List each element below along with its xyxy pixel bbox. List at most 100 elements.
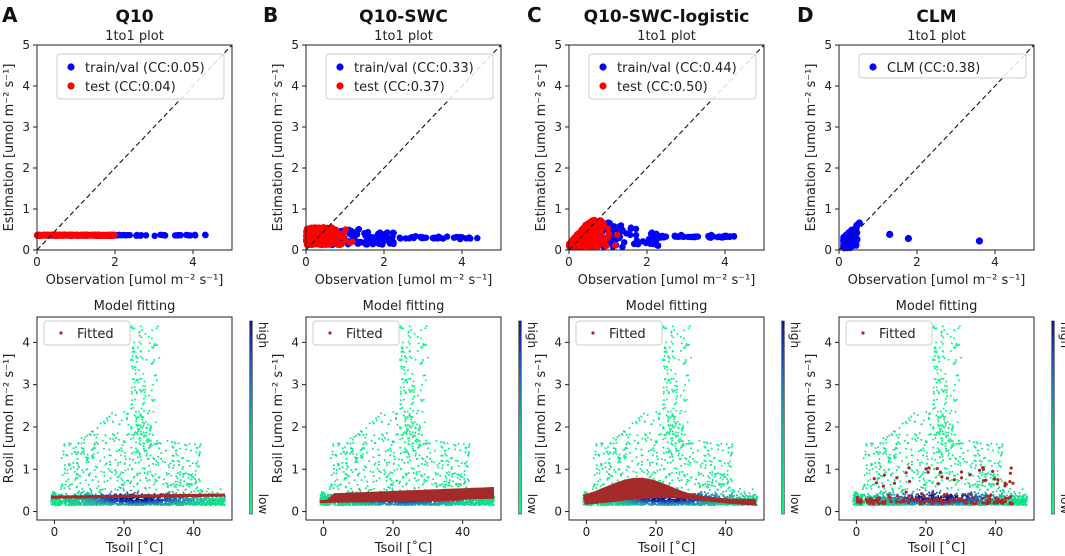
observation-point [173,485,176,488]
observation-point [112,503,115,506]
observation-point [185,459,188,462]
observation-point [146,479,149,482]
observation-point [123,451,126,454]
train-point [363,230,370,237]
y-tick-label: 0 [22,243,30,257]
test-point [331,236,338,243]
observation-point [110,490,113,493]
observation-point [154,481,157,484]
observation-point [154,473,157,476]
test-point [574,230,581,238]
subplot-title: 1to1 plot [907,29,966,44]
observation-point [411,389,414,392]
observation-point [137,503,140,506]
observation-point [179,502,182,504]
observation-point [373,434,376,437]
x-tick-label: 0 [302,255,310,269]
observation-point [153,483,155,486]
observation-point [179,484,182,487]
observation-point [146,458,149,460]
observation-point [160,458,163,460]
observation-point [182,475,185,478]
observation-point [141,499,144,502]
observation-point [90,491,93,494]
observation-point [145,454,148,457]
observation-point [407,369,409,372]
observation-point [164,501,167,503]
train-point [630,240,638,247]
legend-marker [67,63,75,71]
observation-point [133,341,136,344]
observation-point [72,504,75,507]
observation-point [111,499,114,502]
x-tick-label: 2 [643,255,651,269]
observation-point [113,500,116,503]
observation-point [197,478,200,481]
observation-point [130,446,133,449]
y-tick-label: 5 [824,38,832,52]
observation-point [141,403,144,406]
observation-point [111,412,113,415]
observation-point [165,471,168,474]
observation-point [102,500,105,503]
test-point [324,239,331,246]
observation-point [62,453,65,456]
observation-point [91,501,94,504]
legend-marker [336,63,344,71]
observation-point [139,479,142,482]
observation-point [60,485,63,488]
legend-label: test (CC:0.50) [617,80,708,95]
observation-point [197,498,200,501]
observation-point [142,397,145,400]
observation-point [409,459,411,462]
axes-frame [36,316,233,521]
observation-point [158,447,161,450]
observation-point [97,485,100,488]
observation-point [403,461,406,464]
observation-point [352,438,354,441]
observation-point [155,501,158,504]
legend: Fitted [43,320,131,346]
observation-point [93,434,96,436]
observation-point [119,473,122,476]
observation-point [50,503,53,506]
observation-point [403,368,406,371]
observation-point [133,451,136,454]
observation-point [136,492,139,494]
observation-point [159,442,162,445]
observation-point [93,442,96,445]
observation-point [109,469,112,472]
observation-point [175,502,178,505]
observation-point [167,484,169,487]
observation-point [141,421,144,424]
observation-point [75,486,78,489]
observation-point [151,498,154,501]
observation-point [142,503,145,506]
observation-point [450,468,453,471]
observation-point [134,389,137,392]
observation-point [98,490,101,493]
observation-point [66,469,69,472]
observation-point [369,470,372,473]
train-point [851,239,859,247]
observation-point [75,446,77,449]
observation-point [138,498,141,501]
observation-point [108,460,111,463]
observation-point [171,459,174,462]
observation-point [136,456,139,459]
observation-point [57,493,60,496]
train-point [406,235,413,242]
observation-point [84,436,87,439]
observation-point [362,468,365,471]
observation-point [128,464,131,467]
observation-point [91,479,94,482]
observation-point [386,464,388,467]
observation-point [114,414,117,416]
observation-point [104,487,107,490]
legend-label: train/val (CC:0.44) [617,61,737,76]
observation-point [329,488,331,491]
observation-point [130,326,133,329]
panel-letter: A [2,3,18,27]
